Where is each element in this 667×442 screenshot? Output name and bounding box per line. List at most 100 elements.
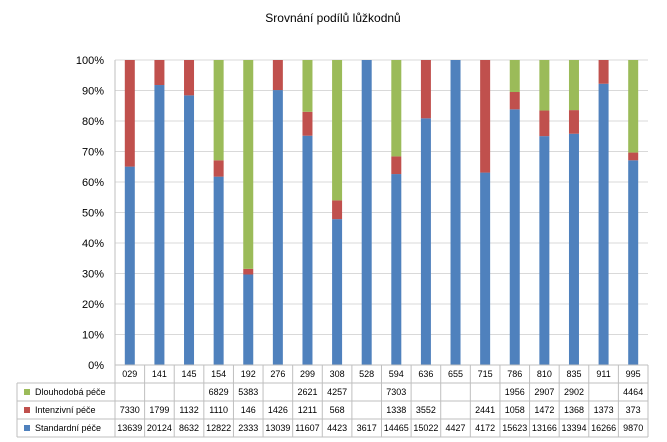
bar-segment-intenzivní [420,60,431,119]
table-value: 3552 [416,405,436,415]
bar-segment-dlouhodobá [302,60,313,112]
category-label: 715 [478,369,493,379]
y-tick-label: 10% [82,330,104,342]
table-value: 1338 [386,405,406,415]
table-value: 4464 [623,387,643,397]
y-tick-label: 20% [82,299,104,311]
table-value: 3617 [357,423,377,433]
bar-segment-standardní [213,176,224,365]
table-value: 15022 [413,423,438,433]
table-value: 2907 [534,387,554,397]
bar-segment-standardní [302,135,313,365]
bar-segment-intenzivní [332,200,343,220]
y-axis-ticks: 0% 10% 20% 30% 40% 50% 60% 70% 80% 90% 100% [76,55,104,372]
bar-segment-dlouhodobá [539,60,550,111]
table-value: 2441 [475,405,495,415]
table-value: 2333 [238,423,258,433]
y-tick-label: 80% [82,116,104,128]
table-value: 1110 [209,405,228,415]
table-value: 1426 [268,405,288,415]
category-label: 276 [270,369,285,379]
table-value: 4257 [327,387,347,397]
table-value: 9870 [623,423,643,433]
bar-segment-dlouhodobá [243,60,254,269]
bar-segment-standardní [391,174,402,365]
bar-segment-intenzivní [124,60,135,167]
bar-segment-intenzivní [154,60,165,86]
table-value: 568 [330,405,345,415]
bar-segment-dlouhodobá [568,60,579,111]
table-value: 4423 [327,423,347,433]
table-value: 7330 [120,405,140,415]
bar-segment-dlouhodobá [509,60,520,93]
bar-segment-intenzivní [628,152,639,161]
category-label: 154 [211,369,226,379]
table-value: 1211 [298,405,317,415]
y-tick-label: 90% [82,86,104,98]
table-value: 4172 [475,423,495,433]
bar-segment-intenzivní [213,160,224,177]
category-label: 528 [359,369,374,379]
table-value: 8632 [179,423,199,433]
table-value: 13394 [561,423,586,433]
legend-label: Intenzivní péče [35,405,96,415]
y-tick-label: 50% [82,208,104,220]
bar-segment-standardní [272,90,283,365]
bar-segment-standardní [124,166,135,365]
bar-segment-intenzivní [568,110,579,134]
bar-segment-dlouhodobá [391,60,402,157]
bar-segment-standardní [628,160,639,365]
table-value: 1799 [149,405,169,415]
table-value: 1058 [505,405,525,415]
legend-swatch [24,389,30,395]
bar-segment-intenzivní [391,156,402,175]
bar-segment-standardní [509,109,520,365]
table-value: 15623 [502,423,527,433]
table-value: 14465 [384,423,409,433]
category-label: 141 [152,369,167,379]
gridlines [114,59,648,366]
legend-swatch [24,407,30,413]
bars [124,60,639,366]
category-label: 835 [566,369,581,379]
bar-segment-intenzivní [539,110,550,137]
table-value: 1373 [594,405,614,415]
table-value: 1956 [505,387,525,397]
table-value: 20124 [147,423,172,433]
table-value: 16266 [591,423,616,433]
bar-segment-intenzivní [302,111,313,136]
bar-segment-intenzivní [598,60,609,84]
bar-segment-intenzivní [480,60,491,173]
table-value: 12822 [206,423,231,433]
category-label: 029 [122,369,137,379]
legend-label: Standardní péče [35,423,101,433]
category-label: 911 [596,369,610,379]
table-value: 13166 [532,423,557,433]
bar-segment-standardní [184,95,195,365]
bar-segment-standardní [332,219,343,365]
bar-segment-standardní [598,83,609,366]
bar-segment-intenzivní [184,60,195,96]
category-label: 995 [626,369,641,379]
table-value: 373 [626,405,641,415]
table-value: 5383 [238,387,258,397]
table-value: 11607 [295,423,319,433]
table-value: 2902 [564,387,584,397]
category-label: 786 [507,369,522,379]
category-label: 145 [182,369,197,379]
table-value: 7303 [386,387,406,397]
category-label: 636 [418,369,433,379]
bar-segment-dlouhodobá [332,60,343,201]
category-label: 308 [330,369,345,379]
data-table: 029 141 145 154 192 276 299 308 528 594 636 655 715 7… [16,364,649,438]
legend-label: Dlouhodobá péče [35,387,106,397]
category-label: 810 [537,369,552,379]
bar-segment-intenzivní [243,268,254,275]
table-value: 2621 [297,387,317,397]
bar-segment-standardní [361,60,372,365]
table-value: 6829 [209,387,229,397]
bar-segment-standardní [539,136,550,365]
table-value: 13039 [265,423,290,433]
